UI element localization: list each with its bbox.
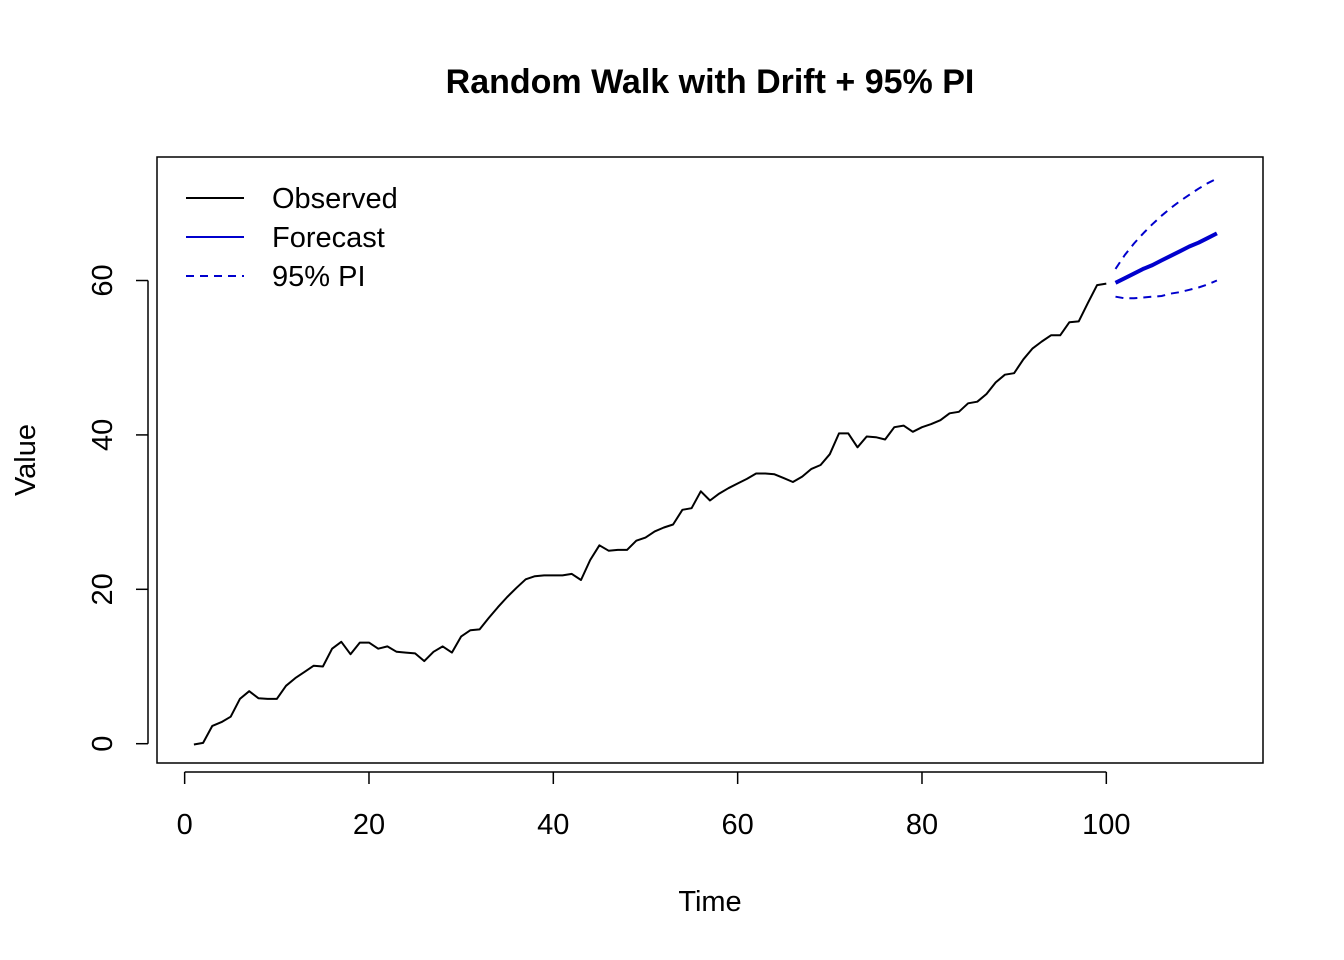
x-axis: 0 20 40 60 80 100 (177, 771, 1131, 841)
x-tick-label: 40 (537, 809, 569, 841)
legend-label: 95% PI (272, 261, 366, 293)
series-layer (193, 177, 1218, 746)
x-tick-label: 80 (906, 809, 938, 841)
y-tick-label: 60 (87, 264, 119, 296)
y-tick-label: 0 (87, 736, 119, 752)
y-axis: 0 20 40 60 (87, 264, 149, 752)
chart-title: Random Walk with Drift + 95% PI (446, 63, 975, 101)
series-line-95-pi (1115, 279, 1218, 300)
plot-frame (156, 156, 1264, 764)
x-tick-label: 20 (353, 809, 385, 841)
legend-label: Forecast (272, 222, 385, 254)
x-axis-label: Time (678, 886, 741, 918)
legend: Observed Forecast 95% PI (186, 183, 398, 293)
series-line-observed (193, 282, 1107, 746)
legend-label: Observed (272, 183, 398, 215)
x-tick-label: 0 (177, 809, 193, 841)
x-tick-label: 60 (722, 809, 754, 841)
y-tick-label: 20 (87, 573, 119, 605)
x-tick-label: 100 (1082, 809, 1130, 841)
series-line-forecast (1114, 231, 1218, 285)
y-tick-label: 40 (87, 419, 119, 451)
series-line-95-pi (1114, 177, 1218, 270)
y-axis-label: Value (10, 424, 42, 496)
